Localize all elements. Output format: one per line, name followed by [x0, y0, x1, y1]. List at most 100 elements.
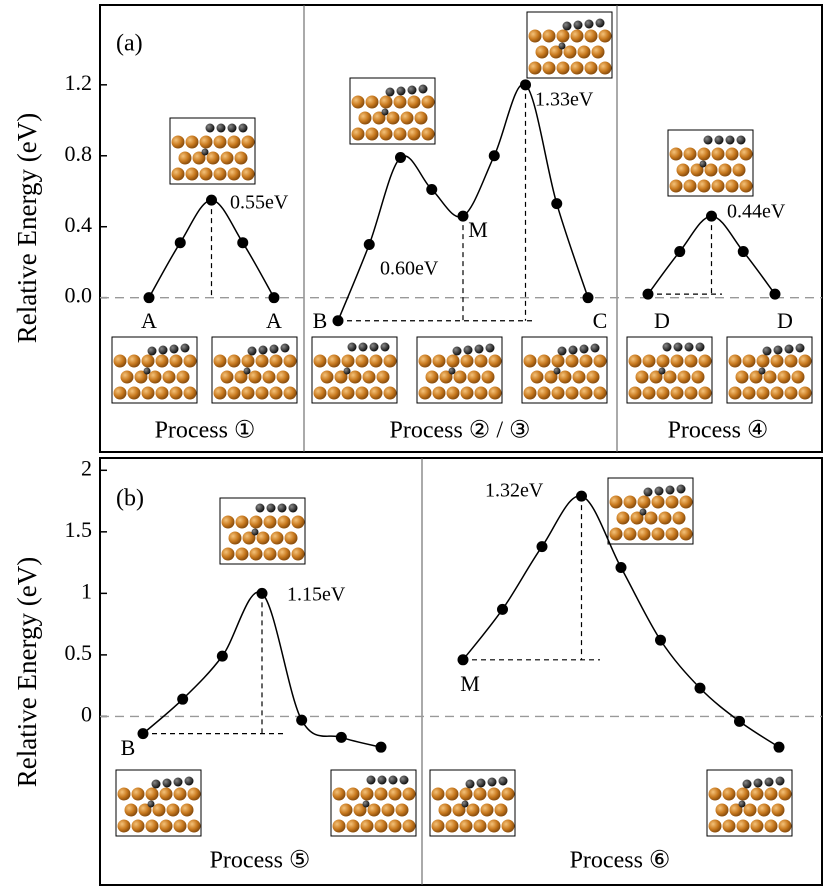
cu-atom [432, 354, 446, 368]
cu-atom [369, 354, 383, 368]
cu-atom [381, 803, 395, 817]
c-atom [485, 343, 495, 353]
cu-atom [277, 515, 291, 529]
data-point [216, 650, 228, 662]
cu-atom [176, 370, 190, 384]
cu-atom [256, 531, 270, 545]
cu-atom [113, 354, 127, 368]
c-atom [795, 343, 805, 353]
c-atom [676, 484, 686, 494]
cu-atom [698, 386, 712, 400]
cu-atom [739, 147, 753, 161]
cu-atom [332, 787, 346, 801]
c-atom [366, 775, 376, 785]
structure-inset [626, 336, 713, 404]
point-label: M [460, 671, 480, 696]
cu-atom [649, 370, 663, 384]
cu-atom [459, 819, 473, 833]
c-atom [288, 503, 298, 513]
cu-atom [213, 386, 227, 400]
energy-annotation: 0.44eV [727, 201, 786, 223]
cu-atom [248, 370, 262, 384]
cu-atom [598, 29, 612, 43]
cu-atom [369, 386, 383, 400]
data-point [551, 198, 563, 210]
cu-atom [542, 29, 556, 43]
cu-atom [708, 819, 722, 833]
cu-atom [677, 370, 691, 384]
c-atom [169, 344, 179, 354]
cu-atom [418, 386, 432, 400]
data-point [737, 246, 749, 258]
cu-atom [593, 386, 607, 400]
cu-atom [683, 147, 697, 161]
cu-atom [609, 495, 623, 509]
cu-atom [269, 386, 283, 400]
cu-atom [131, 819, 145, 833]
cu-atom [598, 61, 612, 75]
y-tick-label: 0 [81, 701, 92, 726]
c-atom [205, 123, 215, 133]
cu-atom [530, 370, 544, 384]
cu-atom [263, 547, 277, 561]
cu-atom [124, 803, 138, 817]
cu-atom [623, 527, 637, 541]
c-atom [714, 135, 724, 145]
cu-atom [679, 495, 693, 509]
cu-atom [183, 386, 197, 400]
cu-atom [199, 167, 213, 181]
c-atom [764, 777, 774, 787]
cu-atom [355, 386, 369, 400]
cu-atom [438, 803, 452, 817]
cu-atom [348, 370, 362, 384]
cu-atom [351, 95, 365, 109]
cu-atom [400, 111, 414, 125]
cu-atom [117, 787, 131, 801]
cu-atom [542, 61, 556, 75]
cu-atom [698, 354, 712, 368]
cu-atom [277, 547, 291, 561]
c-atom [227, 123, 237, 133]
data-point [773, 741, 785, 753]
c-atom [162, 778, 172, 788]
c-atom [388, 775, 398, 785]
cu-atom [187, 819, 201, 833]
cu-atom [159, 787, 173, 801]
cu-atom [642, 386, 656, 400]
cu-atom [798, 386, 812, 400]
cu-atom [488, 386, 502, 400]
c-atom [158, 345, 168, 355]
c-atom [736, 135, 746, 145]
y-tick-label: 1 [81, 578, 92, 603]
cu-atom [679, 527, 693, 541]
cu-atom [473, 787, 487, 801]
c-atom [381, 108, 389, 116]
cu-atom [670, 354, 684, 368]
cu-atom [711, 147, 725, 161]
energy-annotation: 0.55eV [230, 192, 289, 214]
cu-atom [346, 787, 360, 801]
cu-atom [242, 531, 256, 545]
structure-inset [115, 769, 202, 837]
cu-atom [402, 819, 416, 833]
cu-atom [584, 29, 598, 43]
data-point [674, 246, 686, 258]
cu-atom [418, 354, 432, 368]
cu-atom [466, 803, 480, 817]
structure-inset [526, 11, 613, 79]
c-atom [562, 21, 572, 31]
c-atom [595, 18, 605, 28]
cu-atom [528, 61, 542, 75]
cu-atom [763, 370, 777, 384]
c-atom [463, 345, 473, 355]
cu-atom [171, 167, 185, 181]
panel-label: (a) [116, 31, 143, 57]
c-atom [762, 346, 772, 356]
energy-annotation: 1.33eV [535, 89, 594, 111]
data-point [268, 292, 280, 304]
c-atom [362, 800, 370, 808]
cu-atom [383, 354, 397, 368]
cu-atom [690, 163, 704, 177]
cu-atom [327, 354, 341, 368]
cu-atom [683, 179, 697, 193]
